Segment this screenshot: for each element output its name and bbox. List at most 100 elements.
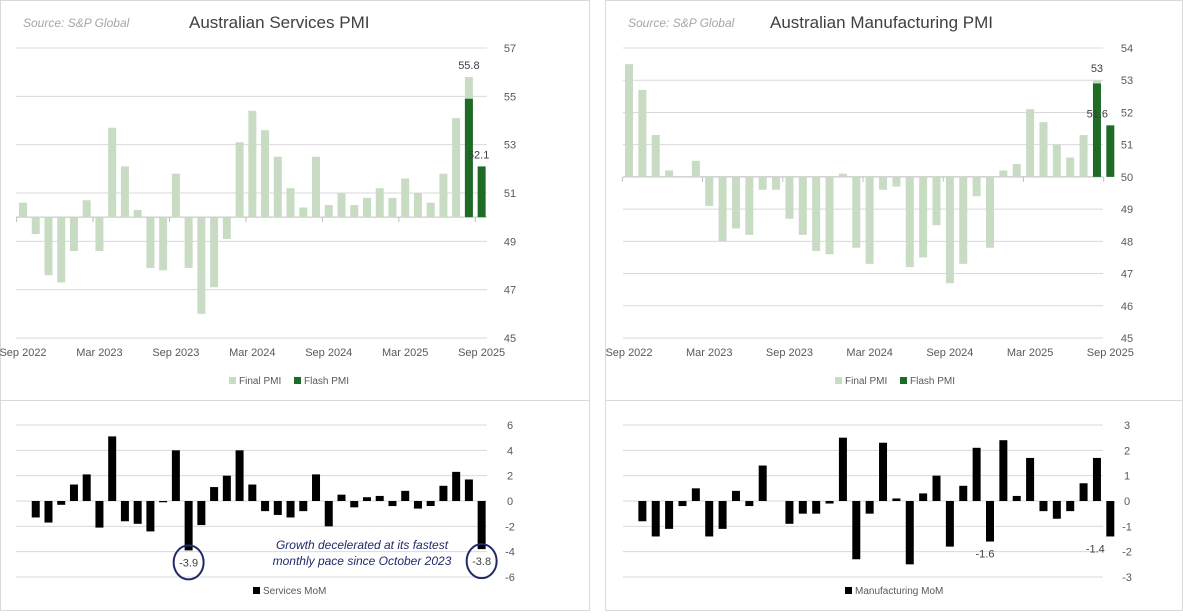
mom-bar: [120, 501, 129, 522]
mom-bar: [248, 484, 257, 501]
final-pmi-bar: [1052, 144, 1061, 177]
final-pmi-bar: [1039, 122, 1048, 177]
data-label: 51.6: [1087, 108, 1108, 120]
final-pmi-bar: [625, 64, 633, 177]
final-pmi-bar: [401, 178, 410, 218]
final-pmi-bar: [838, 173, 847, 177]
data-label: 55.8: [458, 60, 479, 72]
final-pmi-bar: [825, 176, 834, 255]
mom-bar: [337, 494, 346, 501]
final-pmi-bar: [865, 176, 874, 264]
mom-bar: [235, 450, 244, 501]
final-pmi-bar: [745, 176, 754, 235]
mom-bar: [413, 501, 422, 509]
final-pmi-bar: [57, 217, 66, 283]
source-note: Source: S&P Global: [23, 16, 130, 30]
x-tick-label: Sep 2024: [926, 347, 973, 359]
mom-bar: [691, 488, 700, 501]
y-tick-label: -6: [505, 572, 515, 584]
final-pmi-bar: [638, 89, 647, 177]
mom-bar: [197, 501, 206, 526]
x-tick-label: Mar 2024: [846, 347, 892, 359]
final-pmi-bar: [171, 173, 180, 218]
x-tick-label: Mar 2023: [686, 347, 732, 359]
final-pmi-bar: [95, 217, 104, 251]
final-pmi-bar: [972, 176, 981, 197]
mom-bar: [133, 501, 142, 524]
final-pmi-bar: [665, 170, 674, 177]
y-tick-label: 55: [504, 91, 516, 103]
mom-bar: [388, 501, 397, 507]
final-pmi-bar: [184, 217, 193, 268]
y-tick-label: 45: [1121, 333, 1133, 345]
final-pmi-bar: [785, 176, 794, 219]
final-pmi-bar: [312, 156, 321, 218]
mom-bar: [261, 501, 270, 512]
mom-bar: [865, 501, 874, 514]
final-pmi-bar: [691, 160, 700, 177]
mom-bar: [945, 501, 954, 547]
mom-bar: [665, 501, 674, 529]
mom-bar: [1092, 457, 1101, 501]
y-tick-label: 47: [1121, 269, 1133, 281]
x-tick-label: Mar 2023: [76, 347, 122, 359]
mom-bar: [838, 437, 847, 501]
highlight-circle: [172, 544, 205, 581]
final-pmi-bar: [222, 217, 231, 239]
mom-bar: [82, 474, 91, 501]
y-tick-label: 2: [1124, 445, 1130, 457]
final-pmi-bar: [999, 170, 1008, 177]
legend-label: Flash PMI: [910, 376, 955, 387]
mom-bar: [171, 450, 180, 501]
final-pmi-bar: [248, 110, 257, 218]
final-pmi-bar: [120, 166, 129, 218]
final-pmi-bar: [439, 173, 448, 218]
y-tick-label: 50: [1121, 172, 1133, 184]
mom-bar: [95, 501, 104, 528]
final-pmi-bar: [388, 197, 397, 218]
final-pmi-bar: [19, 202, 27, 218]
y-tick-label: 45: [504, 333, 516, 345]
mom-bar: [758, 465, 767, 501]
final-pmi-bar: [210, 217, 219, 288]
final-pmi-bar: [772, 176, 781, 190]
mom-bar: [651, 501, 660, 537]
data-label: -3.8: [472, 556, 491, 568]
x-tick-label: Mar 2025: [1007, 347, 1053, 359]
manufacturing-panel: Source: S&P Global Australian Manufactur…: [605, 0, 1183, 611]
y-tick-label: 2: [507, 471, 513, 483]
final-pmi-bar: [945, 176, 954, 284]
y-tick-label: 53: [1121, 75, 1133, 87]
mom-bar: [905, 501, 914, 565]
final-pmi-bar: [159, 217, 168, 271]
mom-bar: [350, 501, 359, 508]
x-tick-label: Mar 2025: [382, 347, 428, 359]
mom-bar: [892, 498, 901, 501]
source-note: Source: S&P Global: [628, 16, 735, 30]
final-pmi-bar: [798, 176, 807, 235]
y-tick-label: 57: [504, 43, 516, 55]
final-pmi-bar: [718, 176, 727, 242]
final-pmi-bar: [452, 118, 461, 218]
final-pmi-bar: [959, 176, 968, 264]
y-tick-label: -2: [505, 521, 515, 533]
mom-bar: [222, 475, 231, 501]
mom-bar: [44, 501, 53, 523]
services-chart-svg: Source: S&P Global Australian Services P…: [0, 0, 590, 611]
final-pmi-bar: [286, 188, 295, 218]
mom-bar: [705, 501, 714, 537]
mom-bar: [375, 495, 384, 501]
legend-label: Services MoM: [263, 586, 326, 597]
manufacturing-chart-svg: Source: S&P Global Australian Manufactur…: [605, 0, 1183, 611]
y-tick-label: 51: [504, 188, 516, 200]
final-pmi-bar: [1026, 109, 1035, 177]
final-pmi-bar: [413, 193, 422, 218]
flash-pmi-bar: [1106, 125, 1115, 177]
mom-bar: [401, 490, 410, 501]
mom-bar: [1012, 495, 1021, 501]
mom-bar: [69, 484, 78, 501]
x-tick-label: Sep 2024: [305, 347, 352, 359]
data-label: 52.1: [468, 149, 489, 161]
mom-bar: [812, 501, 821, 514]
data-label: 53: [1091, 63, 1103, 75]
